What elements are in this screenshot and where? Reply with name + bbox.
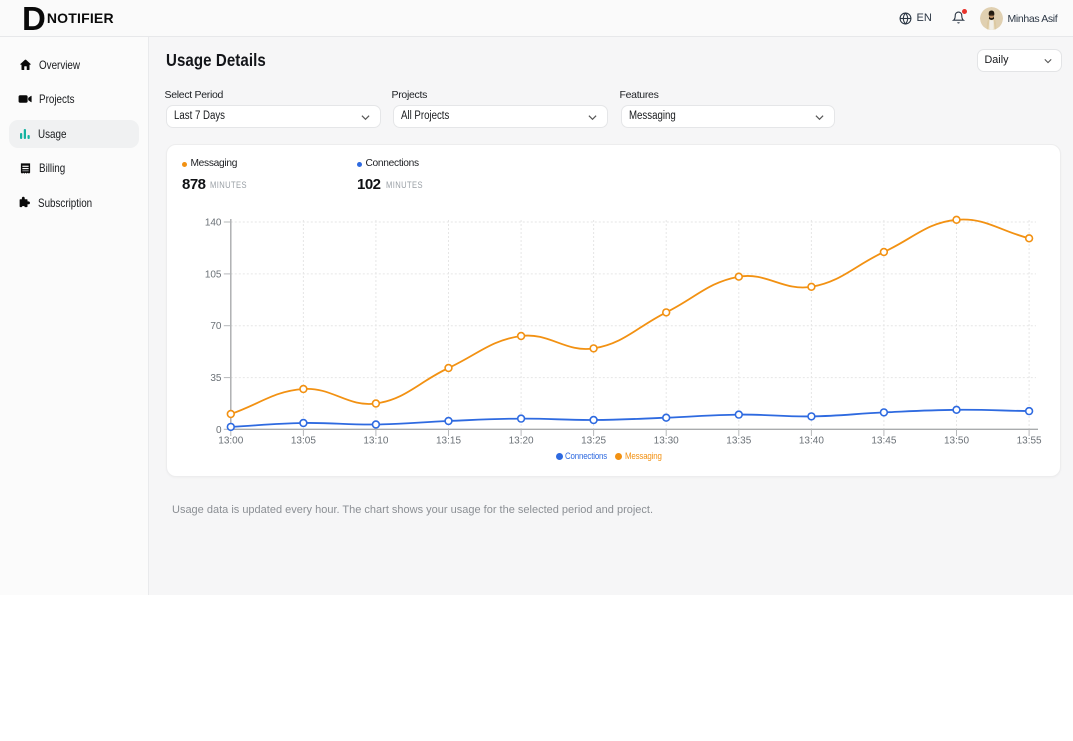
svg-text:13:05: 13:05	[291, 436, 316, 447]
svg-text:13:45: 13:45	[871, 436, 896, 447]
svg-text:13:25: 13:25	[581, 436, 606, 447]
svg-text:13:55: 13:55	[1017, 436, 1042, 447]
svg-text:13:40: 13:40	[799, 436, 824, 447]
svg-text:70: 70	[210, 321, 222, 332]
svg-text:0: 0	[216, 425, 222, 436]
svg-text:13:20: 13:20	[509, 436, 534, 447]
svg-text:35: 35	[210, 373, 222, 384]
svg-text:13:10: 13:10	[363, 436, 388, 447]
svg-text:13:00: 13:00	[218, 436, 243, 447]
svg-text:13:30: 13:30	[654, 436, 679, 447]
svg-text:105: 105	[205, 269, 222, 280]
svg-text:140: 140	[205, 218, 222, 229]
svg-text:13:15: 13:15	[436, 436, 461, 447]
svg-text:13:35: 13:35	[726, 436, 751, 447]
svg-text:13:50: 13:50	[944, 436, 969, 447]
